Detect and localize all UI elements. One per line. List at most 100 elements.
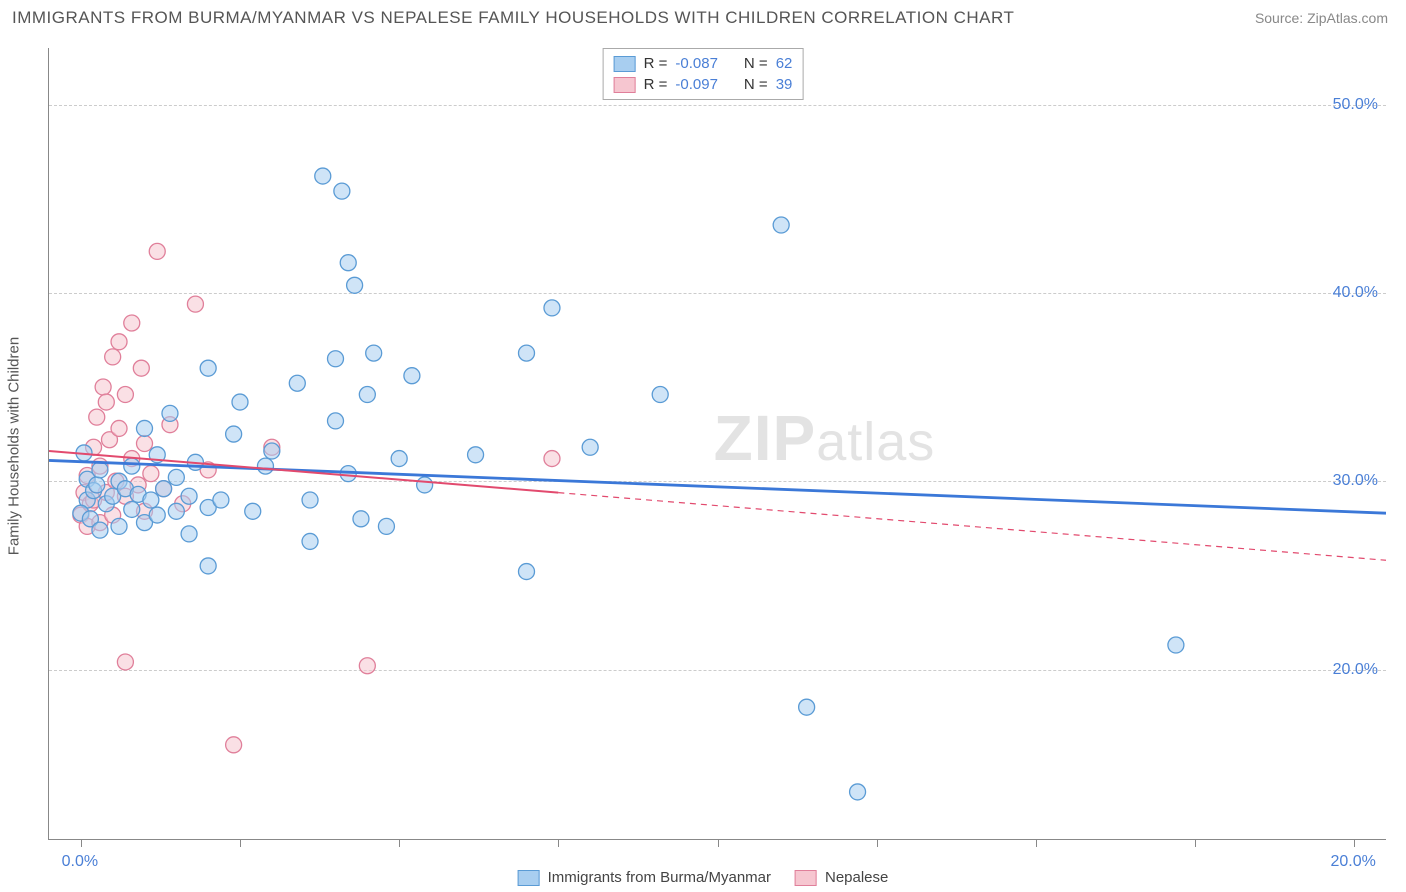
x-tick [81,839,82,847]
data-point-burma [378,518,394,534]
data-point-nepalese [137,436,153,452]
data-point-burma [582,439,598,455]
x-tick [718,839,719,847]
trendline-nepalese-extrapolated [558,493,1386,561]
scatter-svg [49,48,1386,839]
data-point-nepalese [226,737,242,753]
data-point-nepalese [98,394,114,410]
legend-item-nepalese: Nepalese [795,869,888,886]
data-point-nepalese [544,451,560,467]
legend-item-burma: Immigrants from Burma/Myanmar [518,869,771,886]
legend-correlation-box: R = -0.087 N = 62 R = -0.097 N = 39 [603,48,804,100]
data-point-burma [417,477,433,493]
x-tick-label: 0.0% [62,853,98,871]
data-point-burma [544,300,560,316]
data-point-burma [799,699,815,715]
source-label: Source: [1255,10,1307,26]
data-point-nepalese [149,243,165,259]
legend-label-burma: Immigrants from Burma/Myanmar [548,869,771,886]
data-point-burma [137,420,153,436]
r-label: R = [644,76,668,93]
x-tick [240,839,241,847]
data-point-burma [181,488,197,504]
data-point-burma [289,375,305,391]
data-point-nepalese [124,315,140,331]
data-point-burma [302,533,318,549]
plot-area: ZIPatlas 20.0%30.0%40.0%50.0% [48,48,1386,840]
x-tick [1036,839,1037,847]
legend-series: Immigrants from Burma/Myanmar Nepalese [518,869,889,886]
data-point-burma [245,503,261,519]
data-point-nepalese [105,349,121,365]
source-name[interactable]: ZipAtlas.com [1307,10,1388,26]
chart-title: IMMIGRANTS FROM BURMA/MYANMAR VS NEPALES… [12,8,1014,28]
data-point-burma [468,447,484,463]
legend-row-burma: R = -0.087 N = 62 [614,53,793,74]
data-point-nepalese [117,387,133,403]
data-point-burma [143,492,159,508]
data-point-burma [340,255,356,271]
n-value-burma: 62 [776,55,793,72]
data-point-burma [519,345,535,361]
data-point-nepalese [359,658,375,674]
data-point-nepalese [111,420,127,436]
data-point-burma [232,394,248,410]
data-point-burma [168,469,184,485]
n-label: N = [744,55,768,72]
r-value-burma: -0.087 [675,55,718,72]
y-axis-title: Family Households with Children [6,337,23,555]
x-tick [558,839,559,847]
legend-row-nepalese: R = -0.097 N = 39 [614,74,793,95]
r-label: R = [644,55,668,72]
data-point-burma [226,426,242,442]
data-point-burma [213,492,229,508]
chart-container: IMMIGRANTS FROM BURMA/MYANMAR VS NEPALES… [0,0,1406,892]
data-point-burma [149,507,165,523]
data-point-burma [773,217,789,233]
data-point-burma [156,481,172,497]
data-point-burma [1168,637,1184,653]
x-tick [877,839,878,847]
x-tick [1354,839,1355,847]
data-point-burma [111,518,127,534]
source-citation: Source: ZipAtlas.com [1255,10,1388,26]
data-point-burma [162,405,178,421]
data-point-burma [181,526,197,542]
data-point-burma [391,451,407,467]
data-point-burma [347,277,363,293]
data-point-burma [92,462,108,478]
data-point-burma [257,458,273,474]
data-point-burma [264,443,280,459]
swatch-nepalese [614,77,636,93]
data-point-burma [315,168,331,184]
data-point-nepalese [133,360,149,376]
data-point-nepalese [143,466,159,482]
data-point-burma [92,522,108,538]
legend-label-nepalese: Nepalese [825,869,888,886]
data-point-burma [302,492,318,508]
data-point-nepalese [187,296,203,312]
data-point-nepalese [117,654,133,670]
data-point-burma [168,503,184,519]
r-value-nepalese: -0.097 [675,76,718,93]
x-tick [1195,839,1196,847]
data-point-burma [89,477,105,493]
data-point-burma [353,511,369,527]
data-point-burma [850,784,866,800]
data-point-burma [366,345,382,361]
swatch-burma [518,870,540,886]
data-point-nepalese [111,334,127,350]
data-point-burma [404,368,420,384]
data-point-burma [124,501,140,517]
x-tick-label: 20.0% [1330,853,1375,871]
swatch-burma [614,56,636,72]
swatch-nepalese [795,870,817,886]
data-point-burma [200,360,216,376]
data-point-burma [359,387,375,403]
data-point-burma [334,183,350,199]
data-point-burma [328,413,344,429]
n-value-nepalese: 39 [776,76,793,93]
data-point-burma [124,458,140,474]
n-label: N = [744,76,768,93]
data-point-burma [652,387,668,403]
